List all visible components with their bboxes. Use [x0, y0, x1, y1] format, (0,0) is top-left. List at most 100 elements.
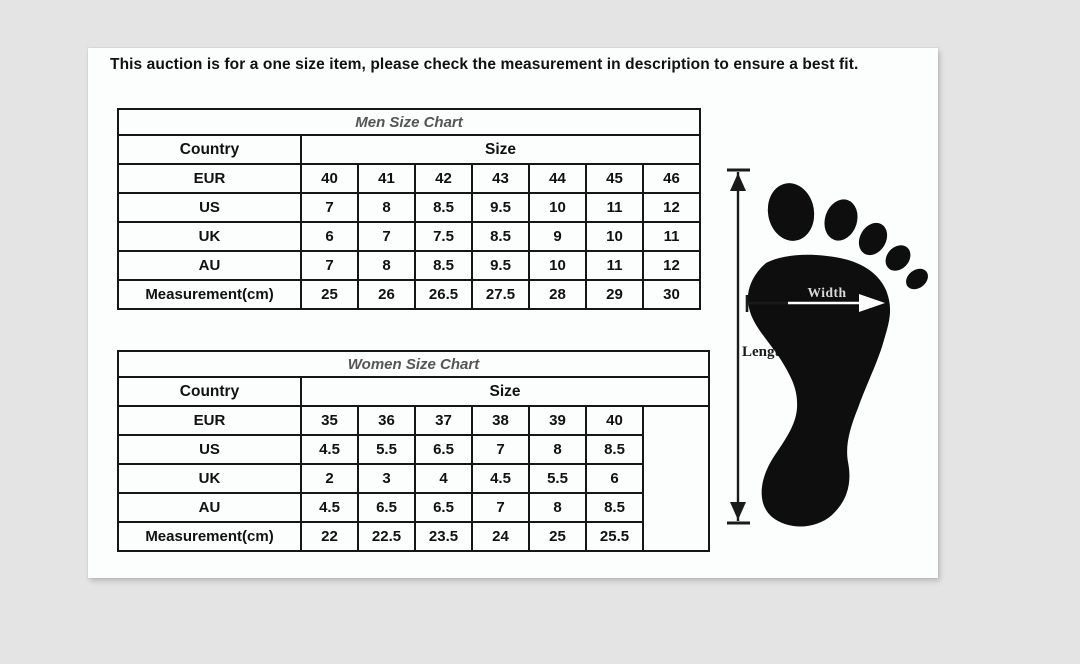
table-row: EUR 35 36 37 38 39 40 [117, 405, 710, 552]
size-value-cell: 40 [585, 405, 644, 436]
size-value-cell: 8.5 [585, 492, 644, 523]
row-label-cell: UK [117, 463, 302, 494]
size-value-cell: 7 [357, 221, 416, 252]
size-value-cell: 30 [642, 279, 701, 310]
size-value-cell: 8 [528, 492, 587, 523]
size-header: Size [300, 134, 701, 165]
length-arrow [727, 168, 750, 525]
row-label-cell: Measurement(cm) [117, 521, 302, 552]
size-value-cell: 4 [414, 463, 473, 494]
size-value-cell: 8.5 [414, 192, 473, 223]
size-value-cell: 9.5 [471, 192, 530, 223]
row-label-cell: AU [117, 492, 302, 523]
table-row: US 7 8 8.5 9.5 10 11 12 [117, 192, 701, 223]
size-value-cell: 11 [585, 250, 644, 281]
size-value-cell: 8 [528, 434, 587, 465]
country-header: Country [117, 376, 302, 407]
size-value-cell: 39 [528, 405, 587, 436]
size-value-cell: 40 [300, 163, 359, 194]
size-value-cell: 6.5 [357, 492, 416, 523]
size-value-cell: 26 [357, 279, 416, 310]
size-value-cell: 22.5 [357, 521, 416, 552]
size-value-cell: 3 [357, 463, 416, 494]
size-header: Size [300, 376, 710, 407]
row-label-cell: Measurement(cm) [117, 279, 302, 310]
size-value-cell: 25.5 [585, 521, 644, 552]
size-value-cell: 11 [585, 192, 644, 223]
size-value-cell: 26.5 [414, 279, 473, 310]
size-value-cell: 36 [357, 405, 416, 436]
table-row: Men Size Chart [117, 108, 701, 136]
size-value-cell: 6 [300, 221, 359, 252]
auction-notice: This auction is for a one size item, ple… [110, 56, 859, 73]
women-size-chart-table: Women Size Chart Country Size EUR 35 36 37 38 39… [117, 350, 710, 552]
size-value-cell: 44 [528, 163, 587, 194]
men-size-chart-table: Men Size Chart Country Size EUR 40 41 42 43 44 45… [117, 108, 701, 310]
size-value-cell: 9 [528, 221, 587, 252]
size-value-cell: 11 [642, 221, 701, 252]
size-value-cell: 7 [471, 492, 530, 523]
size-value-cell: 8.5 [585, 434, 644, 465]
table-title: Women Size Chart [117, 350, 710, 378]
row-label-cell: EUR [117, 405, 302, 436]
country-header: Country [117, 134, 302, 165]
size-value-cell: 9.5 [471, 250, 530, 281]
size-value-cell: 10 [528, 192, 587, 223]
size-value-cell: 8.5 [414, 250, 473, 281]
row-label-cell: UK [117, 221, 302, 252]
footprint-graphic [747, 183, 928, 527]
table-row: Measurement(cm) 22 22.5 23.5 24 25 25.5 [117, 521, 709, 552]
table-title: Men Size Chart [117, 108, 701, 136]
table-row: Measurement(cm) 25 26 26.5 27.5 28 29 30 [117, 279, 701, 310]
size-value-cell: 2 [300, 463, 359, 494]
size-value-cell: 28 [528, 279, 587, 310]
size-value-cell: 6.5 [414, 434, 473, 465]
table-row: AU 4.5 6.5 6.5 7 8 8.5 [117, 492, 709, 523]
row-label-cell: EUR [117, 163, 302, 194]
table-row: Women Size Chart [117, 350, 710, 378]
size-value-cell: 43 [471, 163, 530, 194]
size-value-cell: 25 [528, 521, 587, 552]
size-value-cell: 7 [300, 192, 359, 223]
size-value-cell: 7 [471, 434, 530, 465]
size-value-cell: 5.5 [528, 463, 587, 494]
size-value-cell: 24 [471, 521, 530, 552]
size-value-cell: 29 [585, 279, 644, 310]
size-value-cell: 23.5 [414, 521, 473, 552]
size-value-cell: 27.5 [471, 279, 530, 310]
table-row: US 4.5 5.5 6.5 7 8 8.5 [117, 434, 709, 465]
size-value-cell: 7 [300, 250, 359, 281]
row-label-cell: US [117, 192, 302, 223]
table-row: EUR 40 41 42 43 44 45 46 [117, 163, 701, 194]
size-value-cell: 12 [642, 250, 701, 281]
size-value-cell: 6.5 [414, 492, 473, 523]
size-value-cell: 22 [300, 521, 359, 552]
size-value-cell: 35 [300, 405, 359, 436]
size-value-cell: 41 [357, 163, 416, 194]
width-label: Width [807, 285, 846, 300]
size-value-cell: 10 [585, 221, 644, 252]
table-row: UK 2 3 4 4.5 5.5 6 [117, 463, 709, 494]
size-value-cell: 38 [471, 405, 530, 436]
size-value-cell: 4.5 [300, 434, 359, 465]
size-value-cell: 4.5 [300, 492, 359, 523]
size-value-cell: 46 [642, 163, 701, 194]
size-value-cell: 25 [300, 279, 359, 310]
foot-measurement-diagram: Length Width [727, 168, 928, 527]
row-label-cell: US [117, 434, 302, 465]
table-row: Country Size [117, 376, 710, 407]
size-value-cell: 4.5 [471, 463, 530, 494]
table-row: UK 6 7 7.5 8.5 9 10 11 [117, 221, 701, 252]
table-row: AU 7 8 8.5 9.5 10 11 12 [117, 250, 701, 281]
content-panel: This auction is for a one size item, ple… [88, 48, 938, 578]
size-value-cell: 10 [528, 250, 587, 281]
table-row: Country Size [117, 134, 701, 165]
size-value-cell: 45 [585, 163, 644, 194]
empty-cell [642, 405, 710, 552]
size-value-cell: 8 [357, 250, 416, 281]
size-value-cell: 12 [642, 192, 701, 223]
size-value-cell: 6 [585, 463, 644, 494]
size-value-cell: 7.5 [414, 221, 473, 252]
size-value-cell: 42 [414, 163, 473, 194]
size-value-cell: 37 [414, 405, 473, 436]
